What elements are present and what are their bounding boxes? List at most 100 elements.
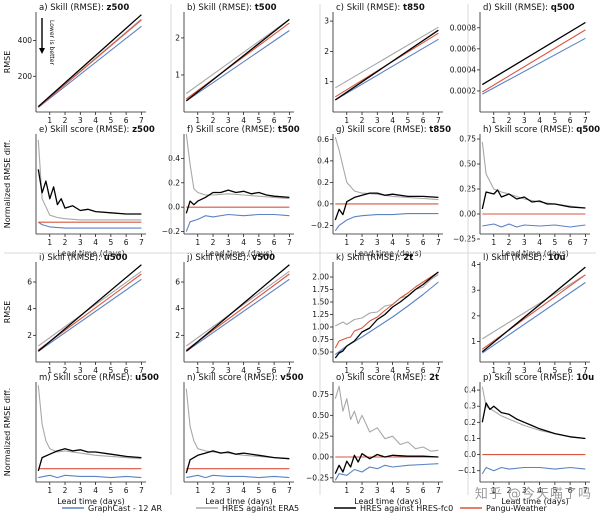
panel-p: p) Skill score (RMSE): 10u 1 2 3 4 5 6 7 −0.1 0.0… bbox=[458, 373, 594, 506]
x-tick-label: 6 bbox=[568, 366, 573, 375]
x-tick-label: 5 bbox=[108, 238, 113, 247]
panel-title-variable: 2t bbox=[429, 373, 439, 383]
y-tick-label: 0.50 bbox=[312, 348, 329, 357]
x-tick-label: 2 bbox=[211, 116, 216, 125]
y-tick-label: 0.75 bbox=[312, 335, 329, 344]
panel-title-variable: u500 bbox=[104, 253, 128, 263]
series-line-graphcast bbox=[334, 213, 439, 232]
x-tick-label: 1 bbox=[47, 486, 52, 495]
panel-j: j) Skill (RMSE): v500 1 2 3 4 5 6 7 2 4 6 bbox=[175, 253, 294, 375]
x-tick-label: 7 bbox=[287, 238, 292, 247]
panel-title-prefix: g) Skill score (RMSE): bbox=[336, 125, 429, 135]
x-tick-label: 5 bbox=[405, 366, 410, 375]
y-tick-label: 1 bbox=[175, 70, 180, 79]
panel-l: l) Skill (RMSE): 10u 1 2 3 4 5 6 7 1 2 3 4 bbox=[471, 253, 590, 375]
legend-label: HRES against ERA5 bbox=[222, 504, 299, 513]
series-line-graphcast bbox=[482, 223, 586, 228]
y-tick-label: 0.4 bbox=[464, 386, 476, 395]
panel-title-variable: z500 bbox=[107, 3, 130, 13]
x-tick-label: 6 bbox=[124, 366, 129, 375]
x-tick-label: 1 bbox=[195, 486, 200, 495]
x-axis-label: Lead time (days) bbox=[501, 497, 569, 506]
x-tick-label: 5 bbox=[405, 116, 410, 125]
panel-title: k) Skill (RMSE): 2t bbox=[336, 253, 413, 263]
legend-label: Pangu-Weather bbox=[486, 504, 548, 513]
panel-title: a) Skill (RMSE): z500 bbox=[39, 3, 129, 13]
panel-title: p) Skill score (RMSE): 10u bbox=[483, 373, 594, 383]
panel-title-variable: q500 bbox=[576, 125, 600, 135]
left-axis-label: RMSE bbox=[3, 51, 12, 74]
panel-title-prefix: k) Skill (RMSE): bbox=[336, 253, 403, 263]
x-tick-label: 7 bbox=[139, 486, 144, 495]
x-tick-label: 1 bbox=[195, 238, 200, 247]
x-tick-label: 1 bbox=[47, 116, 52, 125]
y-tick-label: 0.0002 bbox=[450, 86, 476, 95]
x-tick-label: 7 bbox=[139, 238, 144, 247]
x-tick-label: 2 bbox=[63, 366, 68, 375]
series-line-pangu bbox=[482, 29, 586, 93]
x-tick-label: 6 bbox=[272, 486, 277, 495]
y-tick-label: 4 bbox=[27, 304, 32, 313]
panel-e: e) Skill score (RMSE): z500 1 2 3 4 5 6 7 Lead t… bbox=[35, 125, 155, 258]
x-axis-label: Lead time (days) bbox=[354, 249, 422, 258]
y-tick-label: 3 bbox=[471, 286, 476, 295]
y-tick-label: 2 bbox=[471, 311, 476, 320]
x-tick-label: 3 bbox=[78, 486, 83, 495]
x-tick-label: 1 bbox=[344, 366, 349, 375]
x-tick-label: 4 bbox=[537, 116, 542, 125]
x-tick-label: 7 bbox=[436, 486, 441, 495]
x-tick-label: 4 bbox=[93, 238, 98, 247]
lower-is-better-arrowhead bbox=[39, 48, 45, 54]
y-tick-label: 0.4 bbox=[168, 154, 180, 163]
x-tick-label: 5 bbox=[256, 486, 261, 495]
panel-m: m) Skill score (RMSE): u500 1 2 3 4 5 6 7 Lead t… bbox=[35, 373, 159, 506]
series-line-hres_fc0 bbox=[334, 453, 439, 474]
x-tick-label: 1 bbox=[344, 116, 349, 125]
x-tick-label: 5 bbox=[108, 366, 113, 375]
x-axis-label: Lead time (days) bbox=[205, 497, 273, 506]
series-line-graphcast bbox=[334, 463, 439, 481]
y-tick-label: 6 bbox=[27, 278, 32, 287]
panel-title-prefix: b) Skill (RMSE): bbox=[187, 3, 255, 13]
x-tick-label: 1 bbox=[344, 486, 349, 495]
y-tick-label: −0.25 bbox=[306, 473, 329, 482]
y-tick-label: −0.1 bbox=[458, 466, 476, 475]
x-tick-label: 3 bbox=[375, 366, 380, 375]
y-tick-label: 0.0 bbox=[168, 203, 180, 212]
series-line-hres_era5 bbox=[334, 137, 439, 201]
panel-title-variable: 10u bbox=[548, 253, 566, 263]
x-tick-label: 7 bbox=[436, 238, 441, 247]
panel-c: c) Skill (RMSE): t850 1 2 3 4 5 6 7 1 2 3 bbox=[324, 3, 443, 125]
y-tick-label: 6 bbox=[175, 278, 180, 287]
x-axis-label: Lead time (days) bbox=[501, 249, 569, 258]
legend-item: HRES against ERA5 bbox=[196, 504, 299, 513]
x-tick-label: 5 bbox=[552, 366, 557, 375]
panel-title-prefix: m) Skill score (RMSE): bbox=[39, 373, 135, 383]
y-tick-label: 0.0 bbox=[317, 199, 329, 208]
series-line-graphcast bbox=[37, 25, 142, 108]
panel-title: f) Skill score (RMSE): t500 bbox=[187, 125, 300, 135]
x-tick-label: 2 bbox=[63, 238, 68, 247]
panel-title-variable: t850 bbox=[429, 125, 451, 135]
y-tick-label: 3 bbox=[324, 17, 329, 26]
y-tick-label: 2 bbox=[175, 331, 180, 340]
x-tick-label: 3 bbox=[522, 366, 527, 375]
x-tick-label: 4 bbox=[537, 486, 542, 495]
panel-title-variable: v500 bbox=[252, 253, 275, 263]
x-tick-label: 4 bbox=[241, 116, 246, 125]
series-line-hres_fc0 bbox=[185, 18, 290, 102]
x-tick-label: 3 bbox=[78, 366, 83, 375]
series-line-hres_fc0 bbox=[185, 450, 290, 474]
left-axis-label: RMSE bbox=[3, 301, 12, 324]
y-tick-label: 1 bbox=[324, 77, 329, 86]
left-axis-label: Normalized RMSE diff. bbox=[3, 140, 12, 228]
x-tick-label: 1 bbox=[47, 366, 52, 375]
x-tick-label: 2 bbox=[360, 116, 365, 125]
x-tick-label: 5 bbox=[405, 238, 410, 247]
x-tick-label: 3 bbox=[522, 116, 527, 125]
x-tick-label: 3 bbox=[226, 366, 231, 375]
x-tick-label: 2 bbox=[211, 486, 216, 495]
y-tick-label: 1.00 bbox=[312, 323, 329, 332]
